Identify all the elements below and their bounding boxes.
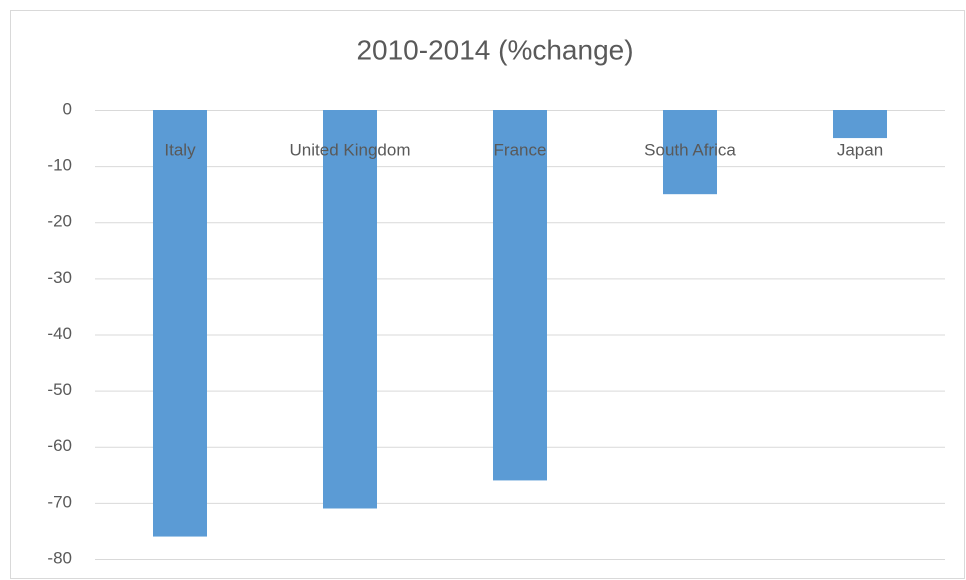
y-tick-label: -50: [47, 380, 72, 399]
x-tick-label: Italy: [164, 140, 196, 159]
x-tick-label: South Africa: [644, 140, 736, 159]
y-tick-label: -20: [47, 212, 72, 231]
bar: [663, 110, 717, 195]
y-tick-label: -80: [47, 548, 72, 567]
y-tick-label: -40: [47, 324, 72, 343]
x-tick-label: Japan: [837, 140, 883, 159]
bar: [153, 110, 207, 537]
y-tick-label: 0: [63, 99, 72, 118]
y-tick-label: -60: [47, 436, 72, 455]
chart-title: 2010-2014 (%change): [356, 34, 633, 65]
x-tick-label: United Kingdom: [290, 140, 411, 159]
y-tick-label: -30: [47, 268, 72, 287]
y-tick-label: -70: [47, 492, 72, 511]
bar: [493, 110, 547, 481]
y-tick-label: -10: [47, 156, 72, 175]
x-tick-label: France: [494, 140, 547, 159]
bar: [833, 110, 887, 139]
bar: [323, 110, 377, 509]
